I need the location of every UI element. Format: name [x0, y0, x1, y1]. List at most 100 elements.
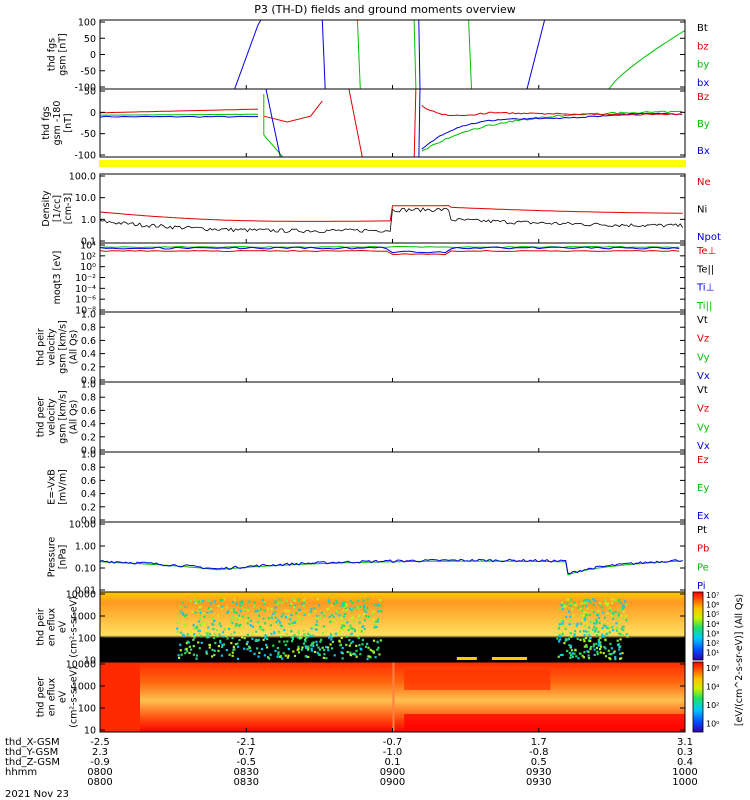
- colorbar-tick: 10⁴: [706, 620, 719, 629]
- y-axis-label: moqt3 [eV]: [52, 251, 63, 305]
- y-tick-label: 50: [84, 87, 96, 98]
- y-tick-label: 0.2: [81, 502, 96, 513]
- y-tick-label: 10²: [80, 251, 96, 262]
- y-tick-label: 10000: [66, 660, 96, 671]
- x-tick-label: 1000: [672, 777, 697, 788]
- legend-entry: By: [697, 119, 710, 130]
- legend-entry: Bt: [697, 23, 708, 34]
- y-tick-label: -100: [74, 83, 96, 94]
- y-axis-label: thd peervelocitygsm [km/s](All Qs): [36, 390, 80, 444]
- y-tick-label: 0.1: [81, 237, 96, 248]
- panel-frame: [99, 242, 686, 313]
- ephemeris-value: -1.0: [383, 747, 403, 758]
- ephemeris-value: 2.3: [92, 747, 108, 758]
- y-tick-label: 0.4: [81, 349, 96, 360]
- panel-frame: [99, 19, 686, 90]
- y-tick-label: 0: [90, 108, 96, 119]
- panel-10: 10000 1000 100 10 thd peeren efluxeV(cm²-s-s…: [36, 660, 686, 737]
- ephemeris-value: 1000: [672, 767, 697, 778]
- ephemeris-value: 0.4: [677, 757, 693, 768]
- legend-entry: Vy: [697, 352, 710, 363]
- ephemeris-value: 0.5: [531, 757, 547, 768]
- figure-title: P3 (TH-D) fields and ground moments over…: [254, 3, 516, 16]
- x-tick-label: 0930: [526, 777, 551, 788]
- y-tick-label: 0.2: [81, 432, 96, 443]
- y-tick-label: 0.0: [81, 446, 96, 457]
- colorbar-ion-scale: [692, 591, 704, 661]
- y-tick-label: 0.2: [81, 362, 96, 373]
- ephemeris-value: 3.1: [677, 737, 693, 748]
- y-tick-label: 1.0: [81, 380, 96, 391]
- y-tick-label: 0.8: [81, 323, 96, 334]
- ephemeris-label: thd_Y-GSM: [5, 747, 58, 758]
- legends: Bt bz by bx Bz By Bx Ne Ni Npot Te⊥ Te|| Ti⊥ Ti|| Vt Vz…: [696, 23, 721, 592]
- y-tick-label: 1.0: [81, 215, 96, 226]
- x-tick-label: 0830: [234, 777, 259, 788]
- y-tick-label: 1000: [72, 612, 96, 623]
- panel-7: 1.0 0.8 0.6 0.4 0.2 0.0 E=-VxB[mV/m]: [47, 450, 686, 527]
- legend-entry: Ez: [697, 455, 709, 466]
- legend-entry: Ey: [697, 483, 709, 494]
- legend-entry: Te⊥: [696, 246, 716, 257]
- ephemeris-value: 0930: [526, 767, 551, 778]
- ephemeris-value: 0830: [234, 767, 259, 778]
- ephemeris-value: 1.7: [531, 737, 547, 748]
- ephemeris-value: -0.9: [90, 757, 110, 768]
- y-tick-label: 0: [90, 50, 96, 61]
- y-tick-label: 10⁰: [80, 262, 96, 273]
- legend-entry: Bz: [697, 92, 709, 103]
- colorbar-electron-scale: [692, 661, 704, 733]
- y-tick-label: 100: [78, 634, 96, 645]
- y-tick-label: 100.0: [69, 172, 96, 183]
- legend-entry: Bx: [697, 146, 710, 157]
- y-tick-label: 100: [78, 704, 96, 715]
- y-axis-label: Pressure[nPa]: [47, 537, 69, 578]
- ephemeris-value: -2.5: [90, 737, 110, 748]
- colorbar-tick: 10⁷: [706, 591, 719, 600]
- y-tick-label: 1000: [72, 682, 96, 693]
- y-tick-label: 10⁻⁶: [75, 295, 96, 306]
- legend-entry: Pb: [697, 544, 709, 555]
- legend-entry: Vx: [697, 371, 710, 382]
- y-tick-label: 0.6: [81, 336, 96, 347]
- legend-entry: bz: [697, 41, 709, 52]
- y-tick-label: 0.6: [81, 406, 96, 417]
- legend-entry: Te||: [696, 264, 714, 275]
- ephemeris-value: -0.8: [529, 747, 549, 758]
- ephemeris-value: 0800: [87, 767, 112, 778]
- legend-entry: Vt: [697, 385, 708, 396]
- date-label: 2021 Nov 23: [5, 789, 69, 800]
- panel-frame: [99, 381, 686, 453]
- ephemeris-table: thd_X-GSM -2.5 -2.1 -0.7 1.7 3.1 thd_Y-GSM 2.3 0…: [5, 737, 698, 788]
- colorbar-tick: 10²: [706, 701, 719, 710]
- ephemeris-value: -2.1: [236, 737, 256, 748]
- legend-entry: Pe: [697, 562, 709, 573]
- legend-entry: Ex: [697, 511, 709, 522]
- y-axis-label: E=-VxB[mV/m]: [47, 469, 69, 505]
- ephemeris-value: -0.7: [383, 737, 403, 748]
- y-axis-label: thd peiren efluxeV(cm²-s-sr-eV): [36, 596, 80, 658]
- y-tick-label: 100: [78, 18, 96, 29]
- y-tick-label: 10000: [66, 590, 96, 601]
- y-tick-label: 10⁴: [80, 241, 96, 252]
- ephemeris-value: 0900: [380, 767, 405, 778]
- y-tick-label: 0.6: [81, 476, 96, 487]
- legend-entry: Pi: [697, 581, 706, 592]
- panel-3: 100.0 10.0 1.0 0.1 Density[1/cc][cm-3]: [41, 172, 686, 248]
- y-tick-label: 0.8: [81, 463, 96, 474]
- panel-frame: [99, 521, 686, 593]
- legend-entry: Ti||: [696, 301, 712, 312]
- legend-entry: by: [697, 60, 709, 71]
- y-axis-label: Density[1/cc][cm-3]: [41, 190, 74, 226]
- y-axis-label: thd fgsgsm [nT]: [47, 33, 69, 76]
- panel-frame: [99, 451, 686, 523]
- legend-entry: Ni: [697, 205, 707, 216]
- y-tick-label: 1.00: [75, 542, 96, 553]
- y-tick-label: 0.4: [81, 419, 96, 430]
